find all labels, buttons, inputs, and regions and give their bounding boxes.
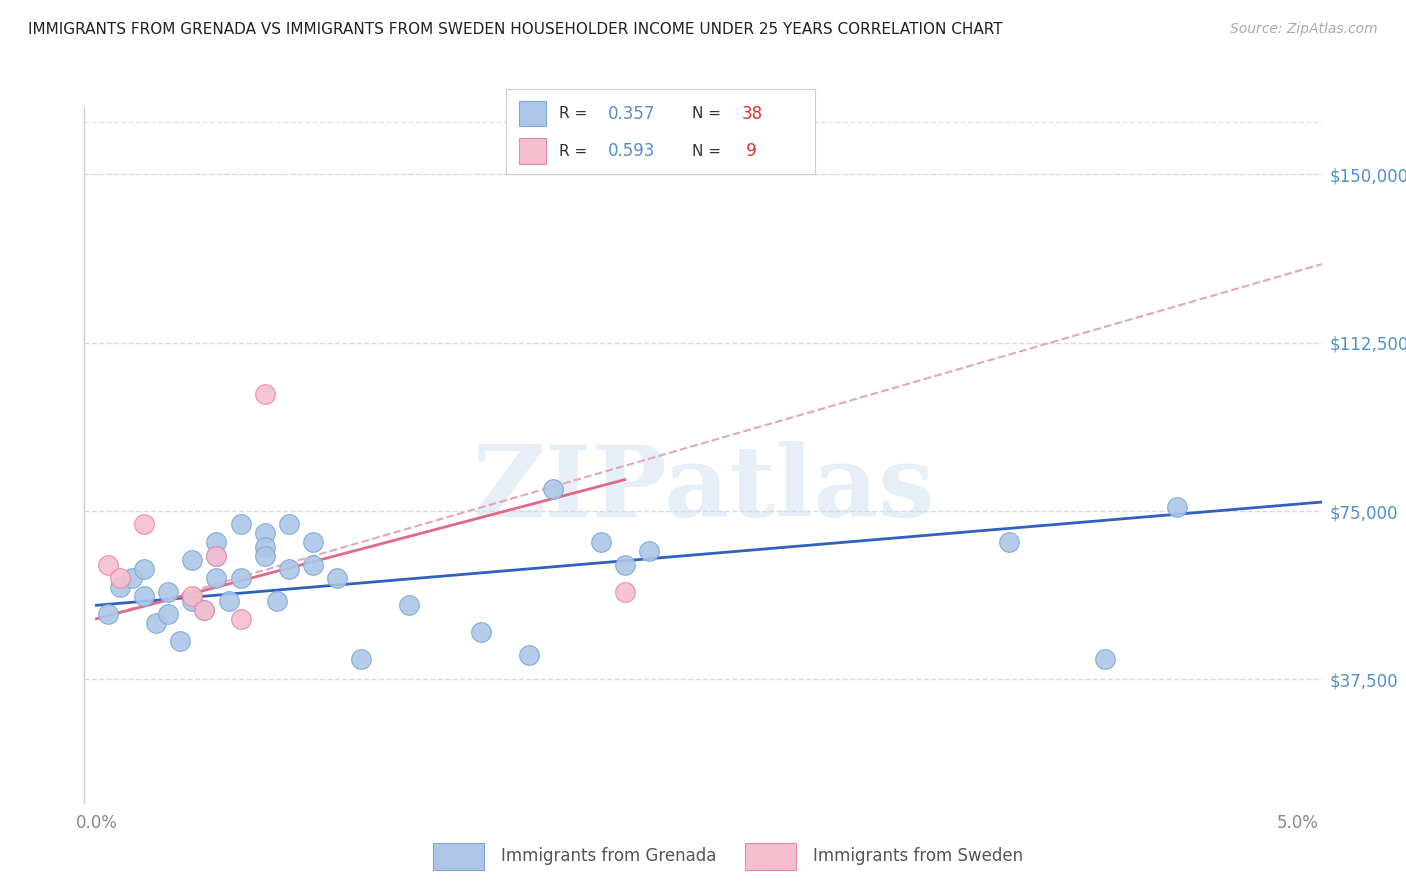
Point [253,526,276,541]
Point [229,571,252,585]
Point [97,607,120,622]
Point [121,571,143,585]
Point [638,544,661,558]
Point [301,558,323,572]
Bar [433,843,484,870]
Point [134,562,156,576]
Point [517,648,540,662]
Point [325,571,347,585]
Point [193,603,215,617]
Bar [745,843,796,870]
Point [253,540,276,554]
Text: 38: 38 [741,104,762,123]
Point [205,549,228,563]
Point [253,549,276,563]
Point [541,482,564,496]
Point [398,599,420,613]
Bar [519,101,547,127]
Text: R =: R = [558,144,592,159]
Point [181,590,204,604]
Point [613,584,636,599]
Point [998,535,1021,549]
Text: ZIPatlas: ZIPatlas [472,442,934,538]
Point [205,571,228,585]
Point [181,594,204,608]
Point [277,562,299,576]
Text: 0.357: 0.357 [609,104,655,123]
Text: N =: N = [692,144,725,159]
Point [110,580,132,594]
Point [157,607,180,622]
Point [589,535,612,549]
Point [205,535,228,549]
Point [134,590,156,604]
Point [253,387,276,401]
Point [470,625,492,640]
Point [1166,500,1188,514]
Point [218,594,240,608]
Point [205,549,228,563]
Point [613,558,636,572]
Text: 9: 9 [741,142,756,160]
Point [229,517,252,532]
Point [181,553,204,567]
Point [97,558,120,572]
Text: Source: ZipAtlas.com: Source: ZipAtlas.com [1230,22,1378,37]
Point [301,535,323,549]
Bar [519,138,547,164]
Point [193,603,215,617]
Text: Immigrants from Grenada: Immigrants from Grenada [501,847,716,865]
Text: 0.593: 0.593 [609,142,655,160]
Point [1094,652,1116,666]
Point [110,571,132,585]
Point [350,652,373,666]
Text: IMMIGRANTS FROM GRENADA VS IMMIGRANTS FROM SWEDEN HOUSEHOLDER INCOME UNDER 25 YE: IMMIGRANTS FROM GRENADA VS IMMIGRANTS FR… [28,22,1002,37]
Point [277,517,299,532]
Point [134,517,156,532]
Point [157,584,180,599]
Point [229,612,252,626]
Point [169,634,191,648]
Point [266,594,288,608]
Point [145,616,167,631]
Text: R =: R = [558,106,592,121]
Text: N =: N = [692,106,725,121]
Text: Immigrants from Sweden: Immigrants from Sweden [813,847,1022,865]
